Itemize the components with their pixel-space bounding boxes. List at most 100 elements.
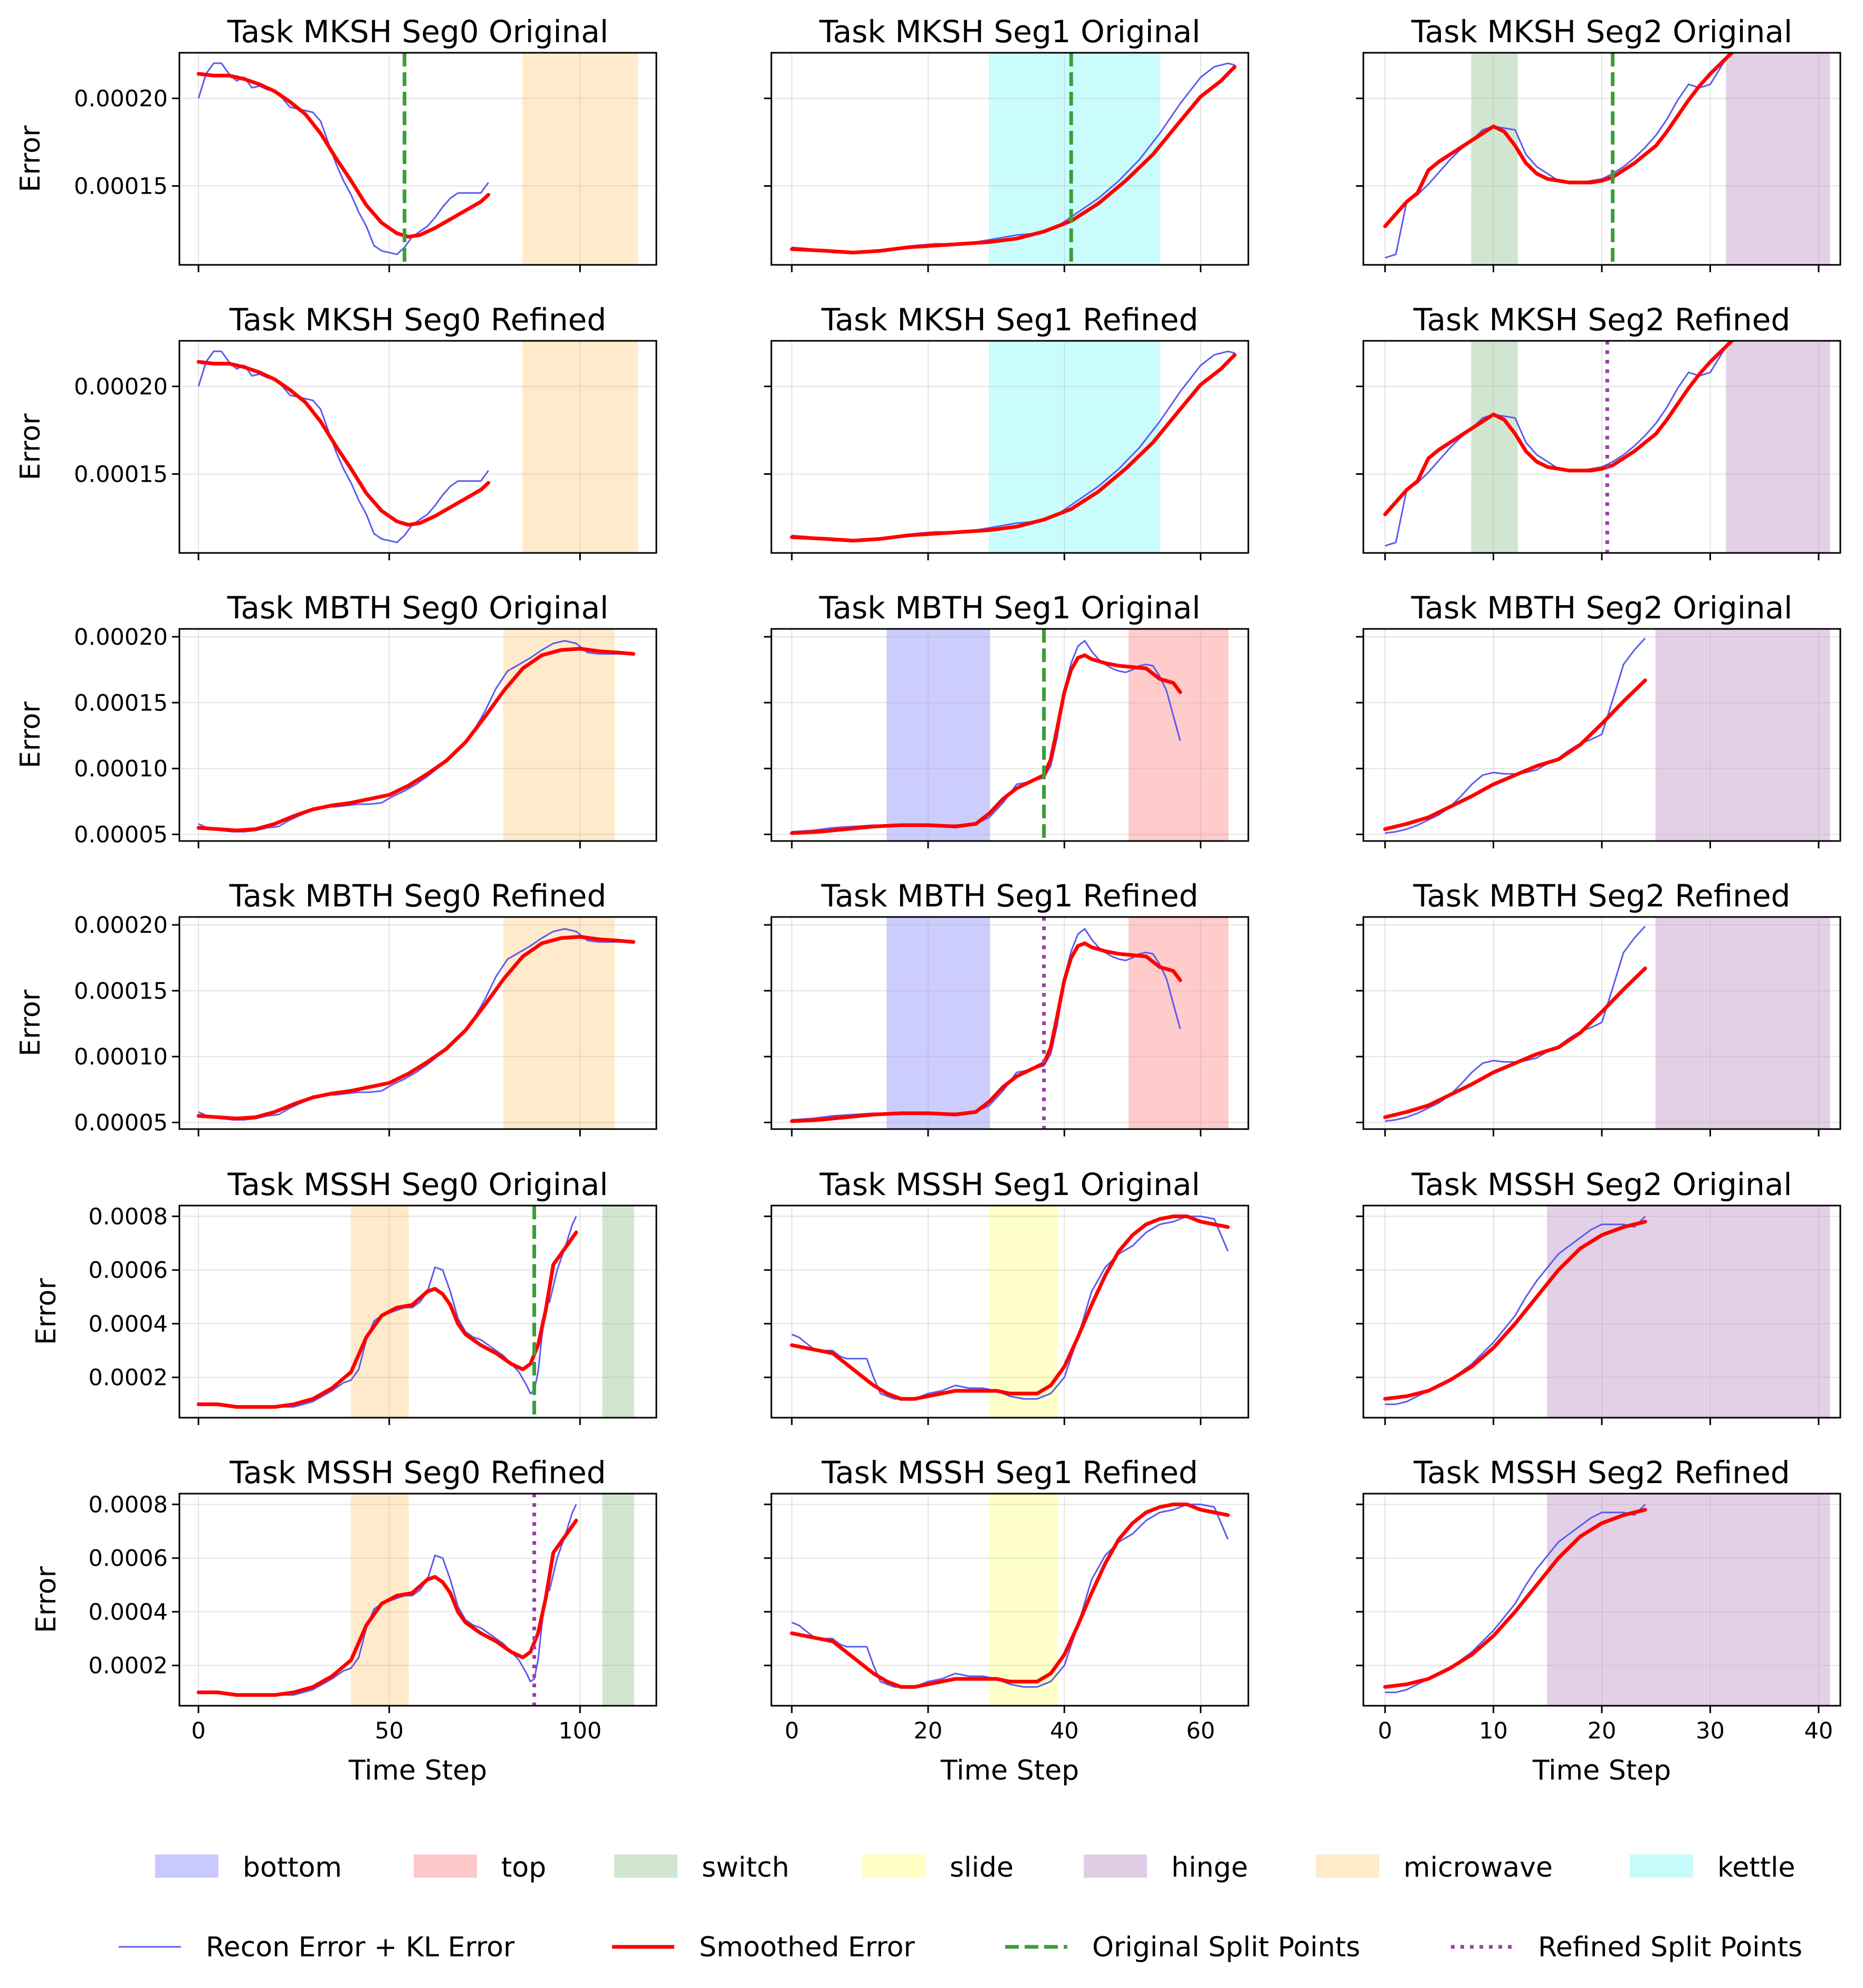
region-microwave bbox=[522, 53, 638, 265]
region-microwave bbox=[522, 341, 638, 553]
plot-area bbox=[1363, 1206, 1840, 1418]
x-tick-label: 0 bbox=[1378, 1718, 1392, 1744]
panel-title: Task MKSH Seg2 Refined bbox=[1413, 302, 1790, 338]
series-raw-error bbox=[197, 62, 490, 255]
plot-area bbox=[1363, 917, 1840, 1129]
series-raw-error bbox=[198, 928, 634, 1121]
legend-label: bottom bbox=[243, 1852, 342, 1884]
axes-frame bbox=[770, 1205, 1249, 1419]
plot-area bbox=[771, 1494, 1248, 1706]
plot-area bbox=[179, 1206, 656, 1418]
series-smoothed-error bbox=[1383, 678, 1647, 831]
region-bottom bbox=[886, 629, 990, 841]
panel-0-1: Task MKSH Seg1 Original bbox=[764, 14, 1249, 272]
series-raw-error bbox=[791, 1503, 1229, 1688]
legend-swatch-bottom bbox=[155, 1855, 218, 1878]
panel-title: Task MSSH Seg1 Original bbox=[819, 1167, 1200, 1202]
region-bottom bbox=[886, 917, 990, 1129]
x-axis-label: Time Step bbox=[1532, 1755, 1671, 1786]
y-tick-label: 0.0004 bbox=[89, 1599, 168, 1626]
region-switch bbox=[1471, 341, 1518, 553]
legend: bottom top switch slide hinge microwave kettle… bbox=[119, 1852, 1802, 1963]
x-tick-label: 60 bbox=[1186, 1718, 1215, 1744]
series-smoothed-error bbox=[196, 72, 491, 239]
y-axis-label: Error bbox=[15, 125, 46, 192]
legend-item-orig_split: Original Split Points bbox=[1005, 1932, 1360, 1963]
legend-label: Original Split Points bbox=[1092, 1932, 1360, 1963]
series-smoothed-error bbox=[1383, 1508, 1647, 1689]
series-smoothed-error bbox=[790, 653, 1182, 835]
y-tick-label: 0.00015 bbox=[74, 690, 168, 716]
legend-item-hinge: hinge bbox=[1084, 1852, 1248, 1884]
panel-title: Task MKSH Seg1 Original bbox=[819, 14, 1200, 50]
panel-title: Task MKSH Seg2 Original bbox=[1411, 14, 1792, 50]
region-microwave bbox=[503, 629, 615, 841]
plot-area bbox=[179, 53, 656, 265]
series-smoothed-error bbox=[790, 1214, 1230, 1401]
legend-label: Smoothed Error bbox=[699, 1932, 915, 1963]
panel-title: Task MSSH Seg2 Original bbox=[1411, 1167, 1792, 1202]
axes-frame bbox=[178, 1205, 657, 1419]
plot-area bbox=[1363, 629, 1840, 841]
legend-label: slide bbox=[950, 1852, 1014, 1884]
legend-item-bottom: bottom bbox=[155, 1852, 342, 1884]
x-tick-label: 0 bbox=[785, 1718, 799, 1744]
axes-frame bbox=[178, 916, 657, 1130]
y-tick-label: 0.00010 bbox=[74, 1044, 168, 1071]
y-tick-label: 0.00020 bbox=[74, 912, 168, 939]
panel-5-2: Task MSSH Seg2 Refined 0 10 20 30 40 Time Step bbox=[1356, 1455, 1841, 1786]
x-tick-label: 30 bbox=[1696, 1718, 1725, 1744]
region-hinge bbox=[1547, 1206, 1830, 1418]
x-tick-label: 10 bbox=[1479, 1718, 1508, 1744]
axes-frame bbox=[770, 628, 1249, 842]
plot-area bbox=[1363, 1494, 1840, 1706]
x-tick-label: 40 bbox=[1804, 1718, 1833, 1744]
y-tick-label: 0.00015 bbox=[74, 173, 168, 199]
panel-title: Task MBTH Seg1 Refined bbox=[821, 878, 1199, 914]
panel-title: Task MBTH Seg2 Refined bbox=[1413, 878, 1791, 914]
series-raw-error bbox=[1384, 637, 1646, 834]
axes-frame bbox=[770, 1493, 1249, 1707]
x-tick-label: 100 bbox=[558, 1718, 601, 1744]
x-tick-label: 0 bbox=[191, 1718, 205, 1744]
legend-item-refined_split: Refined Split Points bbox=[1451, 1932, 1802, 1963]
panel-5-1: Task MSSH Seg1 Refined 0 20 40 60 Time Step bbox=[764, 1455, 1249, 1786]
panel-title: Task MKSH Seg0 Original bbox=[227, 14, 608, 50]
plot-area bbox=[771, 1206, 1248, 1418]
panel-title: Task MBTH Seg0 Refined bbox=[229, 878, 607, 914]
legend-swatch-kettle bbox=[1630, 1855, 1693, 1878]
panel-2-2: Task MBTH Seg2 Original bbox=[1356, 590, 1841, 848]
plot-area bbox=[771, 53, 1248, 265]
axes-frame bbox=[178, 52, 657, 266]
legend-label: Refined Split Points bbox=[1538, 1932, 1802, 1963]
plot-area bbox=[1363, 53, 1840, 265]
y-tick-label: 0.00010 bbox=[74, 756, 168, 782]
x-tick-label: 40 bbox=[1050, 1718, 1079, 1744]
x-tick-label: 20 bbox=[914, 1718, 943, 1744]
legend-label: kettle bbox=[1717, 1852, 1795, 1884]
panel-title: Task MBTH Seg0 Original bbox=[227, 590, 609, 626]
panel-title: Task MKSH Seg0 Refined bbox=[229, 302, 606, 338]
plot-area bbox=[771, 341, 1248, 553]
series-raw-error bbox=[791, 1215, 1229, 1400]
legend-label: top bbox=[501, 1852, 546, 1884]
panel-1-1: Task MKSH Seg1 Refined bbox=[764, 302, 1249, 560]
panel-0-0: Task MKSH Seg0 Original 0.00015 0.00020 Err… bbox=[15, 14, 657, 272]
panel-title: Task MSSH Seg0 Original bbox=[227, 1167, 608, 1202]
region-hinge bbox=[1655, 629, 1830, 841]
axes-frame bbox=[770, 52, 1249, 266]
series-raw-error bbox=[198, 640, 634, 833]
legend-item-top: top bbox=[414, 1852, 546, 1884]
region-slide bbox=[989, 1494, 1058, 1706]
axes-frame bbox=[178, 1493, 657, 1707]
panel-3-2: Task MBTH Seg2 Refined bbox=[1356, 878, 1841, 1136]
panel-4-0: Task MSSH Seg0 Original 0.0002 0.0004 0.000… bbox=[31, 1167, 657, 1425]
legend-swatch-top bbox=[414, 1855, 477, 1878]
series-smoothed-error bbox=[1383, 966, 1647, 1119]
series-smoothed-error bbox=[790, 941, 1182, 1123]
plot-area bbox=[179, 629, 656, 841]
y-tick-label: 0.00005 bbox=[74, 1110, 168, 1136]
region-hinge bbox=[1726, 53, 1830, 265]
panel-2-1: Task MBTH Seg1 Original bbox=[764, 590, 1249, 848]
region-switch bbox=[602, 1206, 634, 1418]
